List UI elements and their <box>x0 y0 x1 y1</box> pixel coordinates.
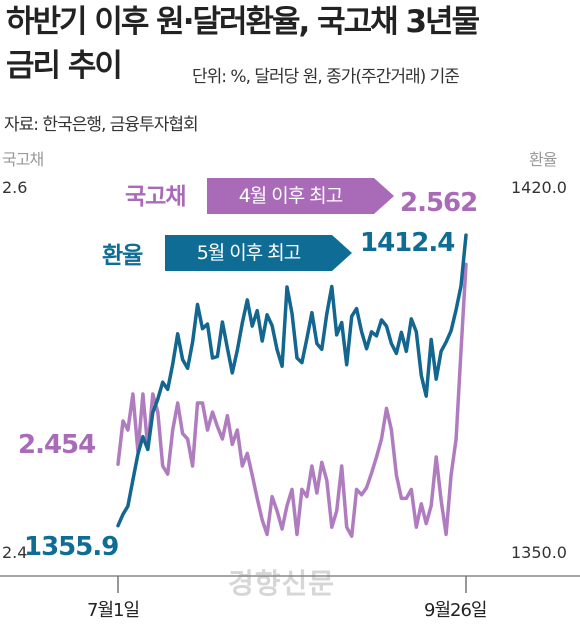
series-label-fx: 환율 <box>102 243 143 269</box>
series-label-bond: 국고채 <box>125 184 186 210</box>
bond-end-value: 2.562 <box>400 188 478 218</box>
series-line-bond <box>116 262 468 538</box>
left-axis-top-tick: 2.6 <box>2 178 28 197</box>
chart-title: 하반기 이후 원·달러환율, 국고채 3년물 <box>6 4 480 40</box>
x-label-end: 9월26일 <box>424 600 487 621</box>
bond-callout-arrow <box>374 178 394 214</box>
unit-note: 단위: %, 달러당 원, 종가(주간거래) 기준 <box>192 67 460 87</box>
bond-start-value: 2.454 <box>18 430 96 460</box>
fx-start-value: 1355.9 <box>24 532 119 562</box>
right-axis-title: 환율 <box>529 150 557 169</box>
left-axis-bottom-tick: 2.4 <box>2 543 28 562</box>
watermark: 경향신문 <box>228 567 336 600</box>
series-line-fx <box>116 233 468 528</box>
bond-callout: 4월 이후 최고 <box>207 178 374 214</box>
chart-title-line2: 금리 추이 <box>6 48 123 84</box>
right-axis-top-tick: 1420.0 <box>511 178 567 197</box>
x-label-start: 7월1일 <box>87 600 140 621</box>
source-note: 자료: 한국은행, 금융투자협회 <box>4 115 199 135</box>
fx-end-value: 1412.4 <box>360 228 455 258</box>
right-axis-bottom-tick: 1350.0 <box>511 543 567 562</box>
left-axis-title: 국고채 <box>2 150 44 169</box>
fx-callout: 5월 이후 최고 <box>165 235 332 271</box>
fx-callout-arrow <box>332 235 352 271</box>
